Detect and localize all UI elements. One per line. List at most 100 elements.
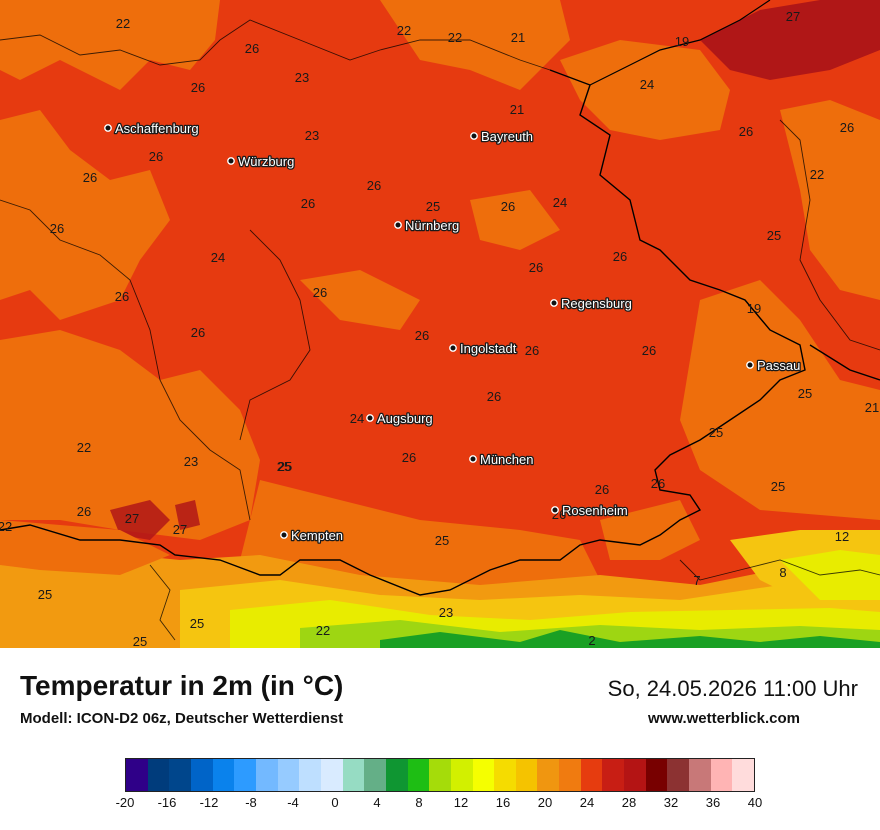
- temperature-value: 7: [693, 573, 700, 588]
- temperature-value: 26: [840, 120, 854, 135]
- temperature-value: 26: [529, 260, 543, 275]
- scale-tick-label: -4: [287, 795, 299, 810]
- hot-zones: [110, 0, 880, 540]
- temperature-value: 26: [595, 482, 609, 497]
- temperature-value: 25: [435, 533, 449, 548]
- forecast-datetime: So, 24.05.2026 11:00 Uhr: [607, 676, 858, 701]
- color-swatch: [190, 759, 213, 791]
- temperature-value: 8: [779, 565, 786, 580]
- color-swatch: [407, 759, 430, 791]
- color-swatch: [710, 759, 733, 791]
- color-scale-ticks: -20 -16 -12 -8 -4 0 4 8 12 16 20 24 28 32 36 40: [116, 795, 763, 815]
- city-label: München: [480, 452, 533, 467]
- temperature-value: 26: [191, 80, 205, 95]
- city-marker: [227, 157, 235, 165]
- scale-tick-label: 24: [579, 795, 595, 810]
- color-swatch: [277, 759, 300, 791]
- city-marker: [469, 455, 477, 463]
- temperature-value: 23: [184, 454, 198, 469]
- temperature-value: 25: [133, 634, 147, 648]
- scale-tick-label: 36: [705, 795, 721, 810]
- temperature-value: 26: [642, 343, 656, 358]
- temperature-value: 26: [402, 450, 416, 465]
- temperature-value: 27: [786, 9, 800, 24]
- color-swatch: [126, 759, 148, 791]
- color-swatch: [450, 759, 473, 791]
- temperature-value: 25: [190, 616, 204, 631]
- color-swatch: [494, 759, 516, 791]
- city-label: Kempten: [291, 528, 343, 543]
- scale-tick-label: 12: [453, 795, 469, 810]
- color-swatch: [515, 759, 538, 791]
- city-label: Aschaffenburg: [115, 121, 199, 136]
- color-swatch: [667, 759, 690, 791]
- color-swatch: [255, 759, 278, 791]
- temperature-value: 25: [709, 425, 723, 440]
- city-marker: [394, 221, 402, 229]
- temperature-value: 22: [0, 519, 12, 534]
- color-scale-bar: [125, 758, 755, 792]
- color-swatch: [559, 759, 581, 791]
- temperature-value: 26: [149, 149, 163, 164]
- temperature-value: 25: [767, 228, 781, 243]
- scale-tick-label: 28: [621, 795, 637, 810]
- temperature-value: 22: [397, 23, 411, 38]
- temperature-value: 26: [77, 504, 91, 519]
- model-subtitle: Modell: ICON-D2 06z, Deutscher Wetterdie…: [20, 710, 344, 727]
- color-swatch: [364, 759, 386, 791]
- temperature-value: 22: [810, 167, 824, 182]
- temperature-value: 22: [316, 623, 330, 638]
- temperature-value: 26: [739, 124, 753, 139]
- temperature-value: 25: [278, 459, 292, 474]
- color-swatch: [234, 759, 256, 791]
- temperature-value: 26: [367, 178, 381, 193]
- color-swatch: [472, 759, 495, 791]
- borders: [0, 0, 880, 641]
- city-label: Rosenheim: [562, 503, 628, 518]
- temperature-value: 24: [576, 296, 590, 311]
- city-markers: Aschaffenburg Würzburg Bayreuth Nürnberg Reg…: [104, 120, 802, 544]
- temperature-value: 21: [511, 30, 525, 45]
- scale-tick-label: 32: [663, 795, 679, 810]
- city-marker: [280, 531, 288, 539]
- temperature-value: 26: [501, 199, 515, 214]
- temperature-value: 12: [835, 529, 849, 544]
- scale-tick-label: 20: [537, 795, 553, 810]
- color-swatch: [147, 759, 170, 791]
- color-swatch: [689, 759, 711, 791]
- temperature-value: 19: [675, 34, 689, 49]
- temperature-value: 2: [588, 633, 595, 648]
- scale-tick-label: -12: [199, 795, 219, 810]
- city-marker: [449, 344, 457, 352]
- color-swatch: [342, 759, 365, 791]
- temperature-value: 26: [245, 41, 259, 56]
- temperature-labels: 22 26 26 23 23 26 26 26 26 25 26 24 26 24 26 26 26 26 26 26…: [0, 9, 879, 648]
- temperature-value: 25: [426, 199, 440, 214]
- scale-tick-label: 0: [331, 795, 339, 810]
- temperature-value: 25: [38, 587, 52, 602]
- temperature-map: 22 26 26 23 23 26 26 26 26 25 26 24 26 24 26 26 26 26 26 26…: [0, 0, 880, 648]
- scale-tick-label: 40: [747, 795, 763, 810]
- temperature-value: 26: [115, 289, 129, 304]
- color-swatch: [624, 759, 646, 791]
- temperature-value: 27: [125, 511, 139, 526]
- temperature-value: 26: [613, 249, 627, 264]
- city-label: Augsburg: [377, 411, 433, 426]
- temperature-value: 21: [510, 102, 524, 117]
- website-link[interactable]: www.wetterblick.com: [648, 710, 800, 727]
- temperature-value: 24: [553, 195, 567, 210]
- temperature-value: 22: [116, 16, 130, 31]
- temperature-value: 23: [305, 128, 319, 143]
- city-marker: [550, 299, 558, 307]
- scale-tick-label: -20: [115, 795, 135, 810]
- temperature-value: 26: [525, 343, 539, 358]
- temperature-value: 24: [211, 250, 225, 265]
- color-swatch: [320, 759, 343, 791]
- alpine-zones: [0, 520, 880, 648]
- city-label: Ingolstadt: [460, 341, 517, 356]
- color-swatch: [537, 759, 560, 791]
- temperature-value: 19: [747, 301, 761, 316]
- color-swatch: [580, 759, 603, 791]
- temperature-value: 22: [77, 440, 91, 455]
- scale-tick-label: 8: [415, 795, 423, 810]
